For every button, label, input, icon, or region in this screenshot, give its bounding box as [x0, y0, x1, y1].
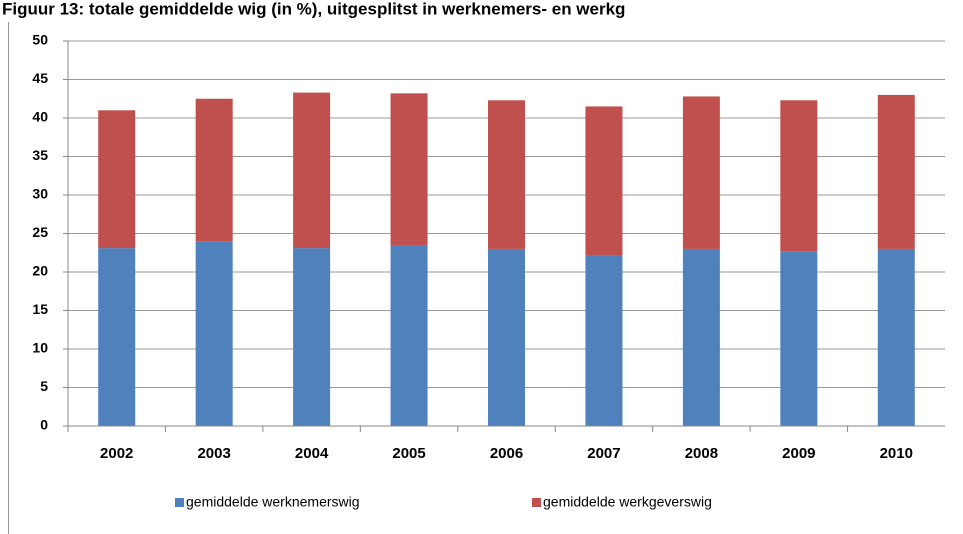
x-tick-label: 2006 — [490, 445, 523, 462]
x-tick-label: 2004 — [295, 445, 329, 462]
bar-segment — [195, 98, 233, 242]
legend-label: gemiddelde werknemerswig — [186, 494, 360, 510]
x-tick-label: 2007 — [587, 445, 620, 462]
bar-segment — [585, 106, 623, 256]
x-tick-label: 2010 — [880, 445, 913, 462]
bar-segment — [488, 100, 525, 249]
bar-segment — [877, 248, 915, 426]
bar-segment — [195, 241, 233, 426]
y-tick-label: 15 — [32, 301, 48, 317]
bar-segment — [390, 245, 428, 426]
y-tick-label: 20 — [32, 263, 48, 279]
y-tick-label: 40 — [32, 109, 48, 125]
x-tick-label: 2009 — [782, 445, 815, 462]
x-tick-label: 2005 — [392, 445, 425, 462]
bar-segment — [293, 92, 331, 249]
x-tick-label: 2008 — [685, 445, 718, 462]
legend-label: gemiddelde werkgeverswig — [543, 494, 712, 510]
bar-segment — [877, 94, 915, 249]
bar-segment — [98, 110, 136, 249]
y-tick-label: 10 — [32, 340, 48, 356]
y-tick-label: 25 — [32, 224, 48, 240]
legend-swatch — [175, 498, 184, 507]
bar-segment — [488, 248, 525, 426]
bar-segment — [682, 248, 720, 426]
y-tick-label: 5 — [40, 378, 48, 394]
bar-segment — [780, 251, 818, 426]
bar-segment — [780, 100, 818, 252]
x-tick-label: 2003 — [197, 445, 230, 462]
y-tick-label: 50 — [32, 32, 48, 48]
bar-segment — [390, 93, 428, 246]
y-tick-label: 30 — [32, 186, 48, 202]
legend-swatch — [532, 498, 541, 507]
bar-segment — [98, 248, 136, 426]
bar-segment — [682, 96, 720, 249]
bar-segment — [293, 248, 331, 426]
bar-segment — [585, 255, 623, 426]
chart-title: Figuur 13: totale gemiddelde wig (in %),… — [2, 0, 625, 18]
y-tick-label: 35 — [32, 147, 48, 163]
y-tick-label: 45 — [32, 70, 48, 86]
x-tick-label: 2002 — [100, 445, 133, 462]
y-tick-label: 0 — [40, 417, 48, 433]
